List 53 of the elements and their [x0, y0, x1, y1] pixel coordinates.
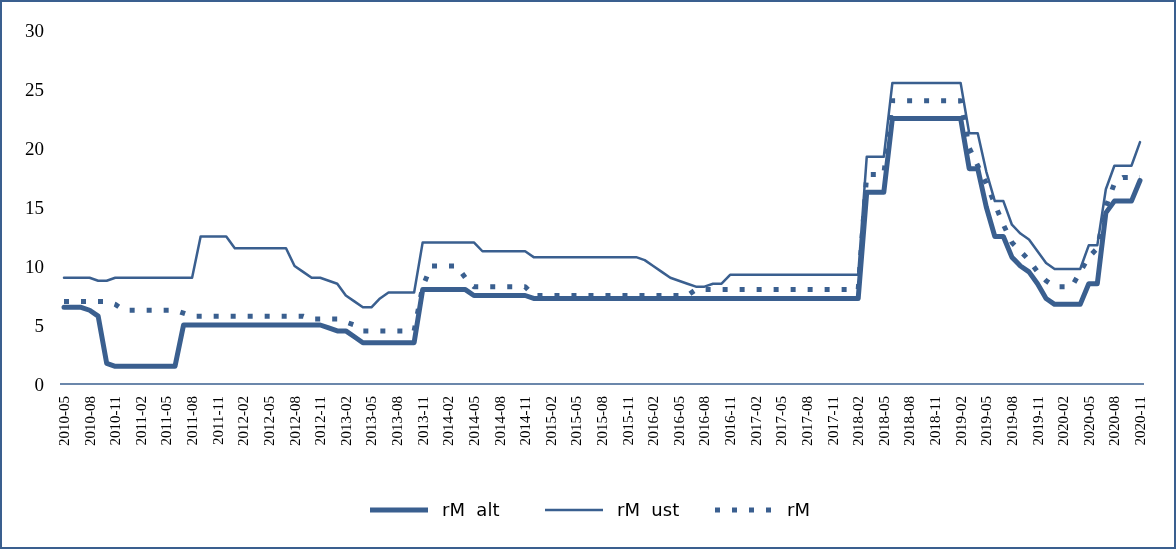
- x-tick-label: 2013-11: [414, 396, 431, 446]
- x-tick-label: 2013-02: [337, 396, 354, 446]
- x-tick-label: 2017-05: [773, 396, 790, 446]
- x-tick-label: 2014-02: [440, 396, 457, 446]
- x-tick-label: 2020-08: [1106, 396, 1123, 446]
- y-tick-label: 15: [25, 196, 44, 218]
- x-tick-label: 2011-05: [158, 396, 175, 446]
- legend-label: rM alt: [442, 499, 500, 521]
- x-tick-label: 2020-05: [1080, 396, 1097, 446]
- x-tick-label: 2013-05: [363, 396, 380, 446]
- x-tick-label: 2019-02: [952, 396, 969, 446]
- x-tick-label: 2018-11: [927, 396, 944, 446]
- x-tick-label: 2019-05: [978, 396, 995, 446]
- x-tick-label: 2011-02: [132, 396, 149, 446]
- x-tick-label: 2019-11: [1029, 396, 1046, 446]
- x-tick-label: 2014-11: [517, 396, 534, 446]
- x-tick-label: 2019-08: [1003, 396, 1020, 446]
- x-tick-label: 2016-08: [696, 396, 713, 446]
- x-tick-label: 2020-11: [1132, 396, 1148, 446]
- x-tick-label: 2014-08: [491, 396, 508, 446]
- x-tick-label: 2018-05: [875, 396, 892, 446]
- x-tick-label: 2012-02: [235, 396, 252, 446]
- x-tick-label: 2013-08: [389, 396, 406, 446]
- x-tick-label: 2012-05: [260, 396, 277, 446]
- legend-label: rM: [787, 499, 810, 521]
- x-tick-label: 2015-08: [594, 396, 610, 446]
- legend-label: rM ust: [617, 499, 680, 521]
- x-tick-label: 2011-11: [209, 396, 226, 445]
- x-tick-label: 2010-08: [81, 396, 98, 446]
- x-tick-label: 2012-11: [312, 396, 329, 446]
- y-tick-label: 25: [25, 78, 44, 100]
- x-tick-label: 2016-02: [645, 396, 662, 446]
- y-tick-label: 5: [34, 314, 44, 336]
- x-tick-label: 2010-05: [56, 396, 72, 446]
- y-tick-label: 20: [25, 137, 44, 159]
- x-tick-label: 2010-11: [107, 396, 124, 446]
- x-tick-label: 2012-08: [286, 396, 303, 446]
- x-tick-label: 2015-11: [619, 396, 636, 446]
- x-tick-label: 2014-05: [465, 396, 482, 446]
- y-tick-label: 30: [25, 19, 44, 41]
- x-tick-label: 2011-08: [184, 396, 201, 446]
- x-tick-label: 2017-02: [747, 396, 764, 446]
- x-tick-label: 2017-08: [798, 396, 815, 446]
- x-tick-label: 2016-11: [722, 396, 739, 446]
- x-tick-label: 2018-08: [901, 396, 918, 446]
- x-tick-label: 2015-02: [542, 396, 559, 446]
- x-tick-label: 2018-02: [850, 396, 867, 446]
- x-tick-label: 2017-11: [824, 396, 841, 446]
- x-tick-label: 2016-05: [670, 396, 687, 446]
- x-tick-label: 2015-05: [568, 396, 585, 446]
- x-tick-label: 2020-02: [1055, 396, 1072, 446]
- y-tick-label: 0: [34, 373, 44, 395]
- y-tick-label: 10: [25, 255, 44, 277]
